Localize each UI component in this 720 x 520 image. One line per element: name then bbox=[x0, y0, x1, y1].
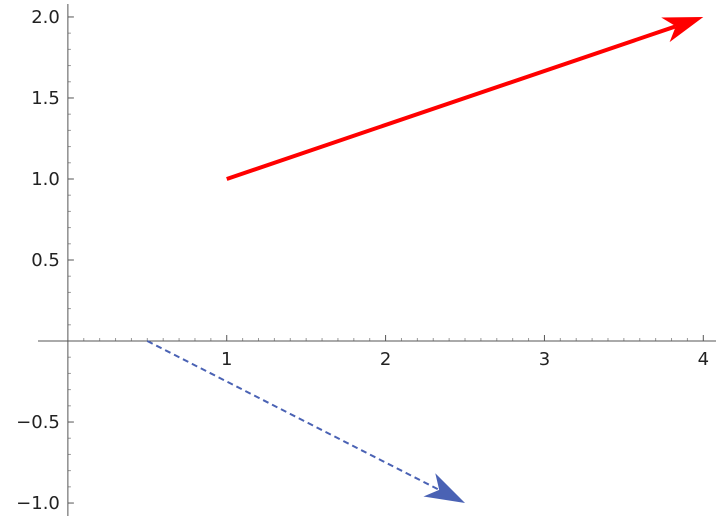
x-tick-label: 1 bbox=[221, 349, 232, 370]
x-ticks: 1 2 3 4 bbox=[221, 335, 709, 370]
x-tick-label: 3 bbox=[539, 349, 550, 370]
y-tick-label: 2.0 bbox=[31, 7, 60, 28]
vector-2 bbox=[146, 340, 466, 504]
axes bbox=[38, 4, 716, 516]
vector-1-arrowhead bbox=[661, 16, 704, 43]
y-ticks: −1.0 −0.5 0.5 1.0 1.5 2.0 bbox=[16, 7, 74, 514]
x-tick-label: 4 bbox=[698, 349, 709, 370]
y-tick-label: −1.0 bbox=[16, 493, 60, 514]
vector-1 bbox=[226, 16, 704, 181]
vector-2-arrowhead bbox=[423, 473, 466, 504]
vector-2-shaft bbox=[146, 340, 440, 491]
y-tick-label: 1.0 bbox=[31, 169, 60, 190]
vector-1-shaft bbox=[226, 24, 677, 181]
minor-ticks bbox=[67, 32, 688, 488]
x-tick-label: 2 bbox=[380, 349, 391, 370]
y-tick-label: 1.5 bbox=[31, 88, 60, 109]
y-tick-label: −0.5 bbox=[16, 412, 60, 433]
y-tick-label: 0.5 bbox=[31, 250, 60, 271]
vectors bbox=[146, 16, 704, 504]
